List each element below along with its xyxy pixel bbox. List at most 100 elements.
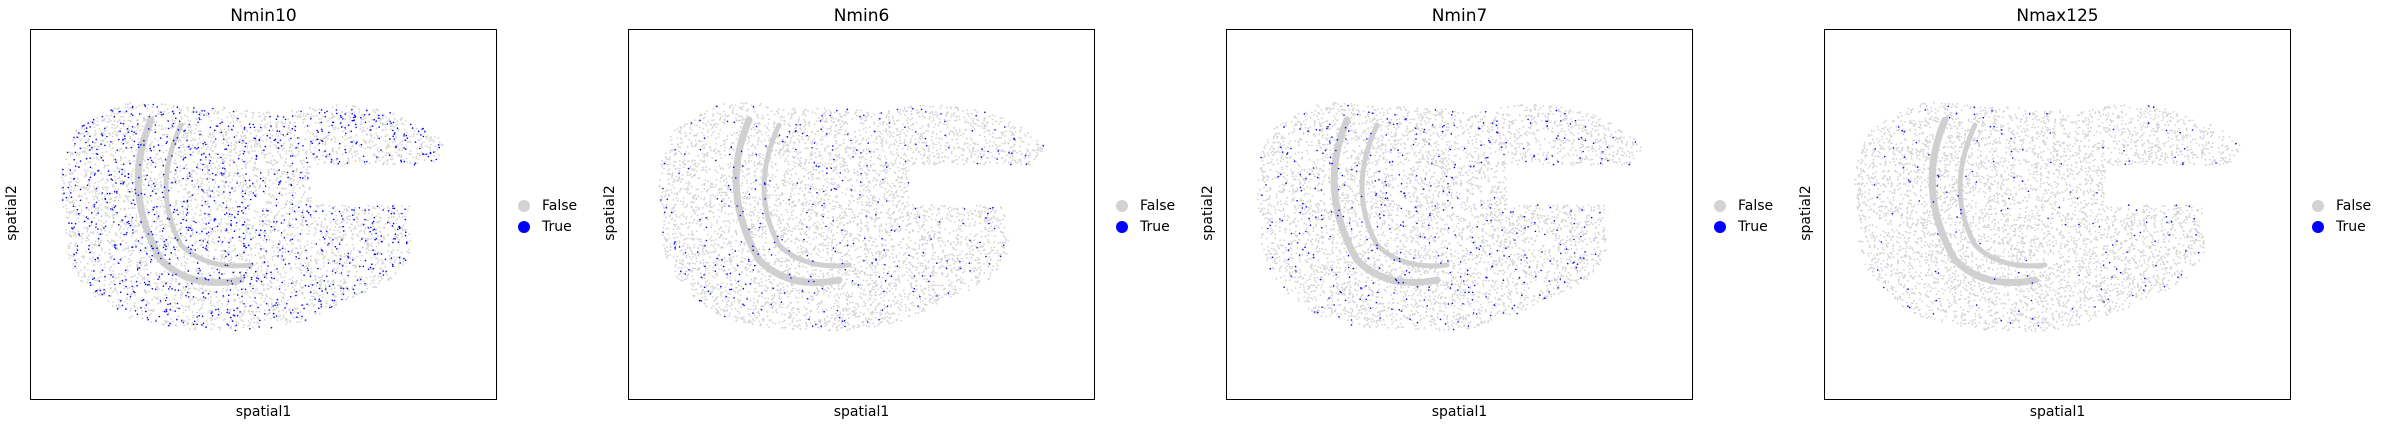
false-point [75, 199, 77, 202]
false-point [192, 316, 194, 319]
false-point [220, 230, 223, 233]
false-point [160, 180, 162, 183]
false-point [293, 196, 295, 199]
false-point [272, 195, 275, 198]
false-point [115, 108, 118, 110]
false-point [68, 185, 71, 187]
false-point [189, 298, 192, 301]
false-point [253, 174, 256, 177]
false-point [120, 141, 123, 144]
false-point [139, 299, 141, 302]
false-point [322, 296, 324, 299]
false-point [225, 290, 228, 293]
false-point [112, 301, 115, 303]
false-point [160, 128, 163, 131]
false-point [260, 303, 262, 306]
true-point [266, 134, 269, 137]
false-point [232, 120, 235, 123]
false-point [94, 130, 96, 132]
true-point [89, 281, 91, 284]
true-point [307, 211, 310, 214]
false-point [112, 216, 114, 219]
false-point [188, 191, 191, 194]
true-point [113, 191, 116, 193]
false-point [89, 120, 92, 123]
false-point [68, 233, 71, 236]
false-point [378, 242, 380, 245]
false-point [377, 212, 380, 215]
false-point [417, 139, 420, 141]
true-point [147, 233, 150, 235]
false-point [139, 129, 141, 132]
true-point [400, 160, 403, 163]
false-point [358, 213, 360, 215]
false-point [289, 131, 292, 134]
true-point [278, 288, 281, 290]
false-point [101, 155, 104, 158]
false-point [312, 292, 315, 295]
false-point [353, 211, 356, 214]
false-point [394, 266, 396, 268]
false-point [372, 205, 375, 208]
false-point [360, 224, 362, 227]
false-point [333, 254, 336, 256]
true-point [110, 178, 112, 180]
true-point [178, 112, 181, 114]
false-point [432, 141, 435, 143]
false-point [325, 270, 328, 272]
false-point [315, 285, 318, 288]
true-point [224, 148, 226, 151]
true-point [243, 303, 245, 305]
false-point [147, 103, 150, 106]
true-point [151, 288, 154, 290]
false-point [342, 288, 345, 291]
false-point [142, 175, 144, 177]
false-point [138, 241, 141, 244]
true-point [403, 160, 406, 163]
true-point [390, 212, 393, 215]
true-point [270, 277, 273, 279]
false-point [131, 222, 134, 225]
true-point [211, 311, 213, 313]
false-point [270, 298, 273, 300]
false-point [84, 275, 87, 278]
false-point [126, 142, 129, 144]
true-points [61, 103, 441, 332]
false-point [156, 283, 159, 286]
false-point [132, 288, 135, 291]
false-point [382, 262, 385, 265]
false-point [226, 116, 229, 119]
true-point [278, 243, 280, 246]
true-point [362, 265, 365, 268]
false-point [348, 115, 350, 117]
false-point [350, 153, 353, 155]
false-point [143, 159, 146, 162]
true-point [279, 139, 282, 142]
false-point [327, 259, 330, 262]
false-point [88, 187, 90, 190]
true-point [302, 264, 304, 267]
false-point [281, 214, 283, 217]
true-point [156, 106, 158, 108]
false-point [339, 212, 342, 215]
false-point [205, 320, 208, 323]
false-point [116, 234, 118, 237]
false-point [184, 320, 187, 323]
false-point [214, 166, 217, 169]
true-point [116, 308, 119, 310]
false-point [76, 177, 79, 180]
false-point [89, 185, 91, 188]
false-point [276, 177, 279, 179]
true-point [167, 120, 169, 122]
true-point [368, 209, 370, 211]
true-point [327, 262, 330, 264]
false-point [234, 247, 237, 250]
true-point [277, 147, 280, 149]
false-point [282, 222, 285, 225]
false-point [325, 233, 328, 236]
false-point [332, 160, 334, 163]
true-point [351, 209, 353, 211]
false-point [72, 139, 74, 141]
false-point [325, 227, 328, 230]
false-point [147, 202, 149, 205]
